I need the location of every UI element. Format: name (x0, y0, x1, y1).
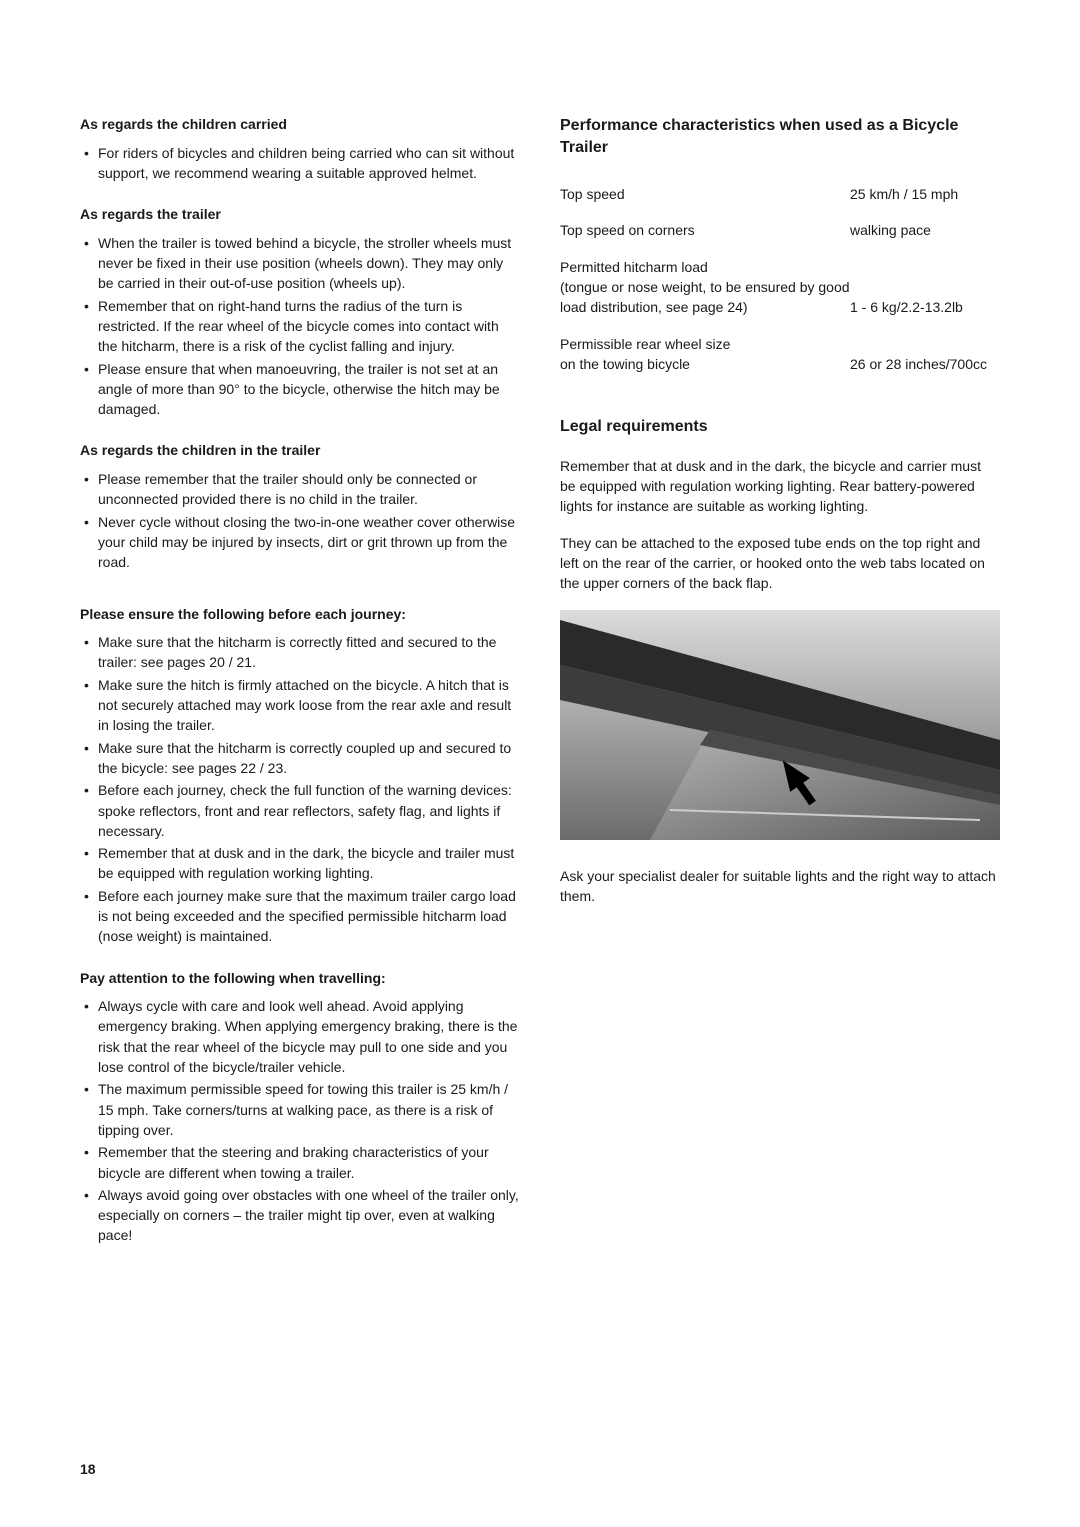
list-item: Before each journey make sure that the m… (80, 886, 520, 947)
legal-para-1: Remember that at dusk and in the dark, t… (560, 456, 1000, 517)
heading-children-carried: As regards the children carried (80, 115, 520, 135)
heading-children-in-trailer: As regards the children in the trailer (80, 441, 520, 461)
list-before-journey: Make sure that the hitcharm is correctly… (80, 632, 520, 946)
list-item: Remember that at dusk and in the dark, t… (80, 843, 520, 884)
heading-performance: Performance characteristics when used as… (560, 115, 1000, 158)
list-item: Make sure that the hitcharm is correctly… (80, 632, 520, 673)
list-when-travelling: Always cycle with care and look well ahe… (80, 996, 520, 1246)
list-children-in-trailer: Please remember that the trailer should … (80, 469, 520, 572)
list-item: Before each journey, check the full func… (80, 780, 520, 841)
spec-row-wheel-size: Permissible rear wheel size on the towin… (560, 334, 1000, 375)
list-item: When the trailer is towed behind a bicyc… (80, 233, 520, 294)
list-item: Remember that the steering and braking c… (80, 1142, 520, 1183)
list-item: Make sure the hitch is firmly attached o… (80, 675, 520, 736)
spec-row-hitcharm-load: Permitted hitcharm load (tongue or nose … (560, 257, 1000, 318)
list-children-carried: For riders of bicycles and children bein… (80, 143, 520, 184)
list-item: The maximum permissible speed for towing… (80, 1079, 520, 1140)
list-item: Always avoid going over obstacles with o… (80, 1185, 520, 1246)
left-column: As regards the children carried For ride… (80, 115, 520, 1268)
spec-row-corners: Top speed on corners walking pace (560, 220, 1000, 240)
spec-row-top-speed: Top speed 25 km/h / 15 mph (560, 184, 1000, 204)
spec-label: Permissible rear wheel size on the towin… (560, 334, 850, 375)
trailer-photo (560, 610, 1000, 840)
list-item: For riders of bicycles and children bein… (80, 143, 520, 184)
spec-value: walking pace (850, 220, 1000, 240)
spec-label: Top speed (560, 184, 850, 204)
legal-para-2: They can be attached to the exposed tube… (560, 533, 1000, 594)
two-column-layout: As regards the children carried For ride… (80, 115, 1000, 1268)
list-item: Never cycle without closing the two-in-o… (80, 512, 520, 573)
page-number: 18 (80, 1461, 96, 1477)
heading-before-journey: Please ensure the following before each … (80, 605, 520, 625)
list-item: Always cycle with care and look well ahe… (80, 996, 520, 1077)
trailer-photo-svg (560, 610, 1000, 840)
heading-legal: Legal requirements (560, 416, 1000, 438)
list-item: Remember that on right-hand turns the ra… (80, 296, 520, 357)
spec-label: Top speed on corners (560, 220, 850, 240)
spec-value: 1 - 6 kg/2.2-13.2lb (850, 297, 1000, 317)
legal-para-3: Ask your specialist dealer for suitable … (560, 866, 1000, 907)
list-item: Please ensure that when manoeuvring, the… (80, 359, 520, 420)
list-trailer: When the trailer is towed behind a bicyc… (80, 233, 520, 420)
right-column: Performance characteristics when used as… (560, 115, 1000, 1268)
heading-when-travelling: Pay attention to the following when trav… (80, 969, 520, 989)
spec-value: 26 or 28 inches/700cc (850, 354, 1000, 374)
list-item: Make sure that the hitcharm is correctly… (80, 738, 520, 779)
spec-value: 25 km/h / 15 mph (850, 184, 1000, 204)
spec-label: Permitted hitcharm load (tongue or nose … (560, 257, 850, 318)
heading-trailer: As regards the trailer (80, 205, 520, 225)
list-item: Please remember that the trailer should … (80, 469, 520, 510)
